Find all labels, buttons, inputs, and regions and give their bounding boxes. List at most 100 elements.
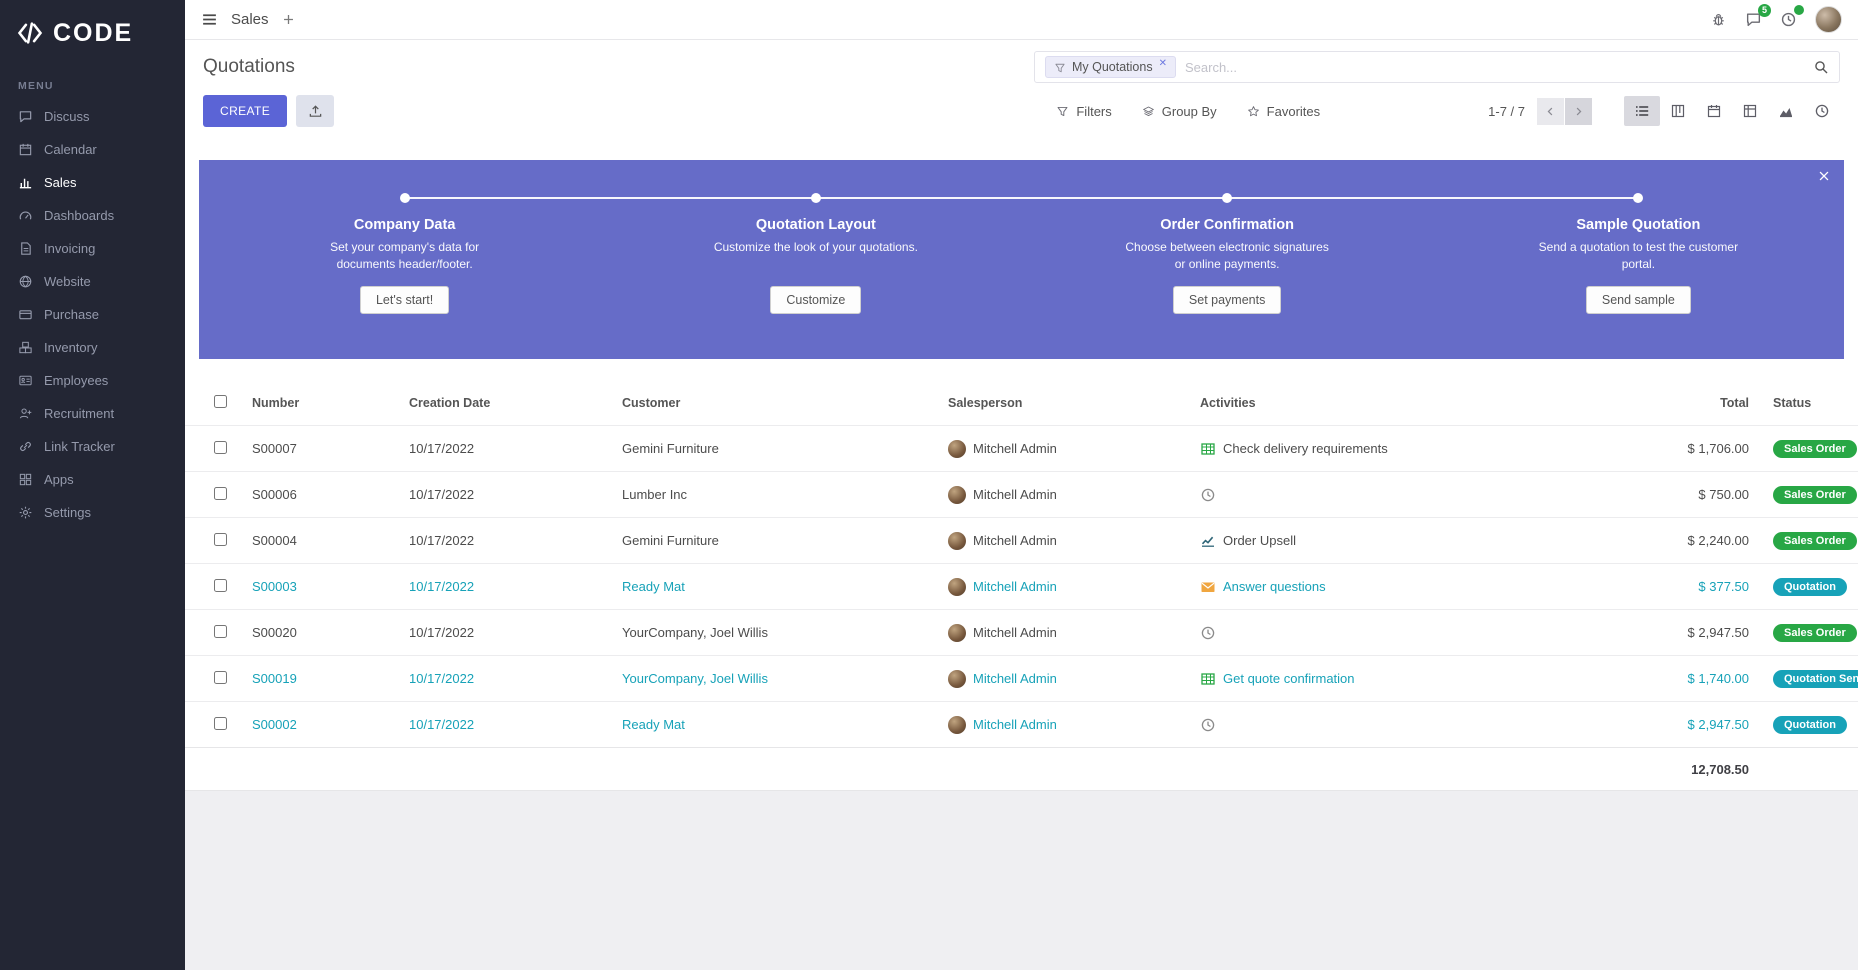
step-description: Choose between electronic signatures or …: [1125, 240, 1329, 272]
current-app-label[interactable]: Sales: [231, 11, 269, 28]
row-activity[interactable]: Check delivery requirements: [1200, 441, 1530, 457]
table-row[interactable]: S00019 10/17/2022 YourCompany, Joel Will…: [185, 655, 1858, 701]
row-salesperson: Mitchell Admin: [948, 669, 1200, 688]
pager-range: 1-7 / 7: [1488, 103, 1525, 119]
export-button[interactable]: [296, 95, 335, 127]
activity-view-button[interactable]: [1804, 96, 1840, 126]
clock-icon: [1200, 487, 1216, 503]
pager-next-button[interactable]: [1565, 97, 1592, 125]
sidebar-item-discuss[interactable]: Discuss: [0, 100, 185, 133]
user-avatar[interactable]: [1815, 6, 1842, 33]
sidebar-item-dashboards[interactable]: Dashboards: [0, 199, 185, 232]
sidebar-item-apps[interactable]: Apps: [0, 463, 185, 496]
salesperson-avatar: [948, 715, 966, 734]
sidebar-item-inventory[interactable]: Inventory: [0, 331, 185, 364]
list-view-button[interactable]: [1624, 96, 1660, 126]
boxes-icon: [18, 340, 33, 355]
sidebar-item-sales[interactable]: Sales: [0, 166, 185, 199]
kanban-view-button[interactable]: [1660, 96, 1696, 126]
row-activity[interactable]: Order Upsell: [1200, 533, 1530, 549]
row-checkbox[interactable]: [214, 624, 227, 638]
table-row[interactable]: S00006 10/17/2022 Lumber Inc Mitchell Ad…: [185, 471, 1858, 517]
graph-view-button[interactable]: [1768, 96, 1804, 126]
salesperson-name: Mitchell Admin: [973, 487, 1057, 502]
search-input[interactable]: [1184, 59, 1804, 75]
sidebar-item-link-tracker[interactable]: Link Tracker: [0, 430, 185, 463]
sidebar-item-purchase[interactable]: Purchase: [0, 298, 185, 331]
sidebar-item-website[interactable]: Website: [0, 265, 185, 298]
pivot-view-button[interactable]: [1732, 96, 1768, 126]
step-description: Set your company's data for documents he…: [330, 240, 480, 272]
activity-label: Answer questions: [1223, 579, 1326, 594]
column-header-status[interactable]: Status: [1773, 396, 1812, 410]
column-header-number[interactable]: Number: [252, 396, 300, 410]
step-dot: [810, 193, 821, 203]
search-icon[interactable]: [1813, 59, 1829, 75]
table-row[interactable]: S00007 10/17/2022 Gemini Furniture Mitch…: [185, 425, 1858, 471]
document-icon: [18, 241, 33, 256]
step-action-button[interactable]: Set payments: [1172, 286, 1282, 314]
row-customer: Gemini Furniture: [622, 533, 719, 548]
search-facet[interactable]: My Quotations ✕: [1045, 56, 1176, 78]
column-header-creation-date[interactable]: Creation Date: [409, 396, 491, 410]
table-row[interactable]: S00020 10/17/2022 YourCompany, Joel Will…: [185, 609, 1858, 655]
row-creation-date: 10/17/2022: [409, 533, 475, 548]
table-header-row: Number Creation Date Customer Salesperso…: [185, 381, 1858, 425]
table-row[interactable]: S00003 10/17/2022 Ready Mat Mitchell Adm…: [185, 563, 1858, 609]
row-activity[interactable]: Get quote confirmation: [1200, 671, 1530, 687]
sidebar-item-recruitment[interactable]: Recruitment: [0, 397, 185, 430]
row-activity[interactable]: Answer questions: [1200, 579, 1530, 595]
step-title: Quotation Layout: [755, 217, 876, 233]
column-header-total[interactable]: Total: [1720, 396, 1749, 410]
clock-icon: [1200, 717, 1216, 733]
row-salesperson: Mitchell Admin: [948, 485, 1200, 504]
brand-logo[interactable]: CODE: [0, 0, 185, 66]
step-action-button[interactable]: Let's start!: [359, 286, 450, 314]
sidebar-item-settings[interactable]: Settings: [0, 496, 185, 529]
debug-bug-icon[interactable]: [1710, 11, 1727, 28]
table-row[interactable]: S00002 10/17/2022 Ready Mat Mitchell Adm…: [185, 701, 1858, 747]
hamburger-menu-icon[interactable]: [201, 11, 218, 28]
row-activity[interactable]: [1200, 717, 1530, 733]
calendar-view-button[interactable]: [1696, 96, 1732, 126]
row-salesperson: Mitchell Admin: [948, 715, 1200, 734]
step-action-button[interactable]: Customize: [770, 286, 862, 314]
row-checkbox[interactable]: [214, 532, 227, 546]
sidebar-item-invoicing[interactable]: Invoicing: [0, 232, 185, 265]
messages-button[interactable]: 5: [1745, 4, 1771, 28]
plus-icon[interactable]: [282, 13, 295, 26]
pager-previous-button[interactable]: [1537, 97, 1564, 125]
main-area: Sales 5 Quotations: [185, 0, 1858, 970]
step-action-button[interactable]: Send sample: [1585, 286, 1691, 314]
select-all-checkbox[interactable]: [214, 395, 227, 408]
table-row[interactable]: S00004 10/17/2022 Gemini Furniture Mitch…: [185, 517, 1858, 563]
row-activity[interactable]: [1200, 625, 1530, 641]
control-panel-top: Quotations My Quotations ✕: [203, 48, 1840, 86]
row-checkbox[interactable]: [214, 670, 227, 684]
gear-icon: [18, 505, 33, 520]
messages-badge: 5: [1757, 4, 1771, 17]
create-button[interactable]: CREATE: [203, 95, 288, 127]
row-checkbox[interactable]: [214, 440, 227, 454]
sidebar-item-employees[interactable]: Employees: [0, 364, 185, 397]
remove-facet-icon[interactable]: ✕: [1158, 58, 1167, 69]
row-activity[interactable]: [1200, 487, 1530, 503]
activities-button[interactable]: [1780, 5, 1804, 28]
pivot-table-icon: [1742, 103, 1758, 119]
group-by-button[interactable]: Group By: [1142, 104, 1217, 119]
search-bar[interactable]: My Quotations ✕: [1034, 51, 1840, 83]
row-total: $ 2,947.50: [1687, 717, 1749, 732]
row-checkbox[interactable]: [214, 716, 227, 730]
sidebar: CODE MENU Discuss Calendar Sales Dashboa…: [0, 0, 185, 970]
row-total: $ 2,240.00: [1687, 533, 1749, 548]
column-header-customer[interactable]: Customer: [622, 396, 681, 410]
column-header-activities[interactable]: Activities: [1200, 396, 1256, 410]
filters-button[interactable]: Filters: [1056, 104, 1112, 119]
row-checkbox[interactable]: [214, 578, 227, 592]
sidebar-item-calendar[interactable]: Calendar: [0, 133, 185, 166]
favorites-button[interactable]: Favorites: [1247, 104, 1320, 119]
row-checkbox[interactable]: [214, 486, 227, 500]
row-creation-date: 10/17/2022: [409, 625, 475, 640]
column-header-salesperson[interactable]: Salesperson: [948, 396, 1023, 410]
close-icon[interactable]: [1817, 169, 1831, 183]
